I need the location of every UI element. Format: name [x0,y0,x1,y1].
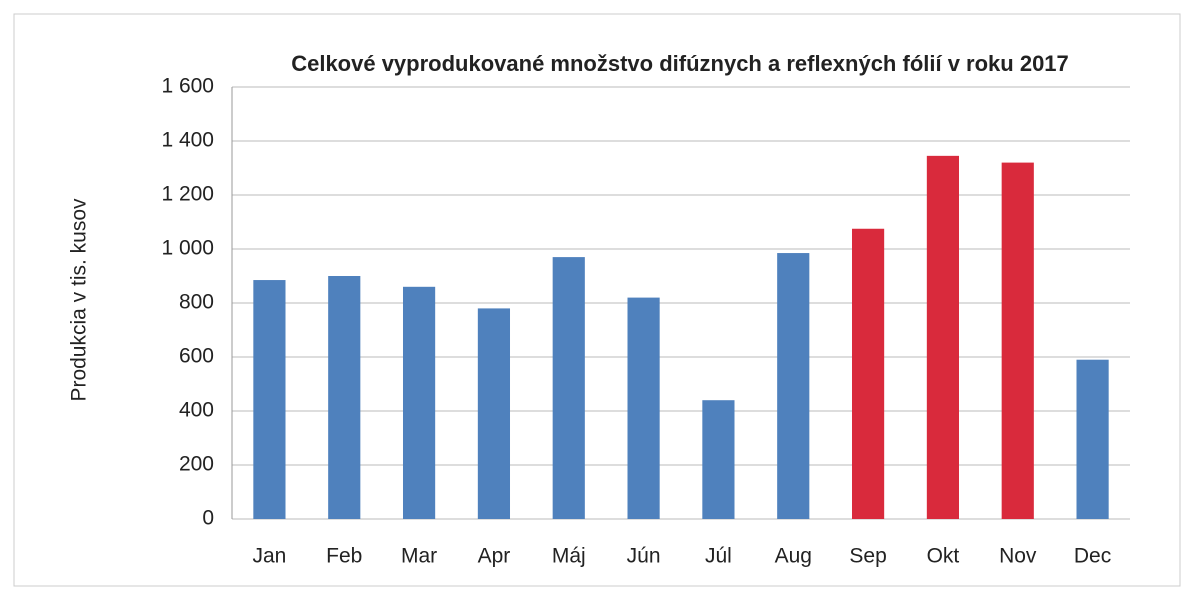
bar [253,280,286,519]
y-tick-label: 400 [179,399,214,422]
x-tick-label: Jan [252,545,286,568]
x-tick-label: Feb [326,545,362,568]
bar [552,257,585,519]
chart-frame [13,13,1181,587]
bar [926,155,960,519]
x-tick-label: Aug [775,545,812,568]
chart-title: Celkové vyprodukované množstvo difúznych… [291,51,1069,76]
y-tick-label: 0 [202,507,214,530]
y-tick-label: 1 600 [161,75,214,98]
x-tick-label: Apr [478,545,511,568]
y-axis-label: Produkcia v tis. kusov [68,198,91,402]
x-tick-label: Sep [849,545,886,568]
bar [1076,359,1109,519]
bar [1001,162,1034,519]
bar [627,297,660,519]
y-tick-label: 1 000 [161,237,214,260]
y-tick-label: 800 [179,291,214,314]
bar [851,228,885,519]
x-tick-label: Dec [1074,545,1111,568]
bar [702,400,735,519]
x-tick-label: Mar [401,545,437,568]
x-tick-label: Máj [552,545,586,568]
bar [777,253,810,520]
bar [402,286,436,519]
y-tick-label: 1 400 [161,129,214,152]
x-tick-label: Nov [999,545,1037,568]
x-tick-label: Júl [705,545,732,568]
bar [328,276,361,519]
x-tick-label: Okt [927,545,960,568]
y-tick-label: 600 [179,345,214,368]
y-tick-label: 200 [179,453,214,476]
x-tick-label: Jún [627,545,661,568]
y-tick-label: 1 200 [161,183,214,206]
bar [477,308,511,519]
